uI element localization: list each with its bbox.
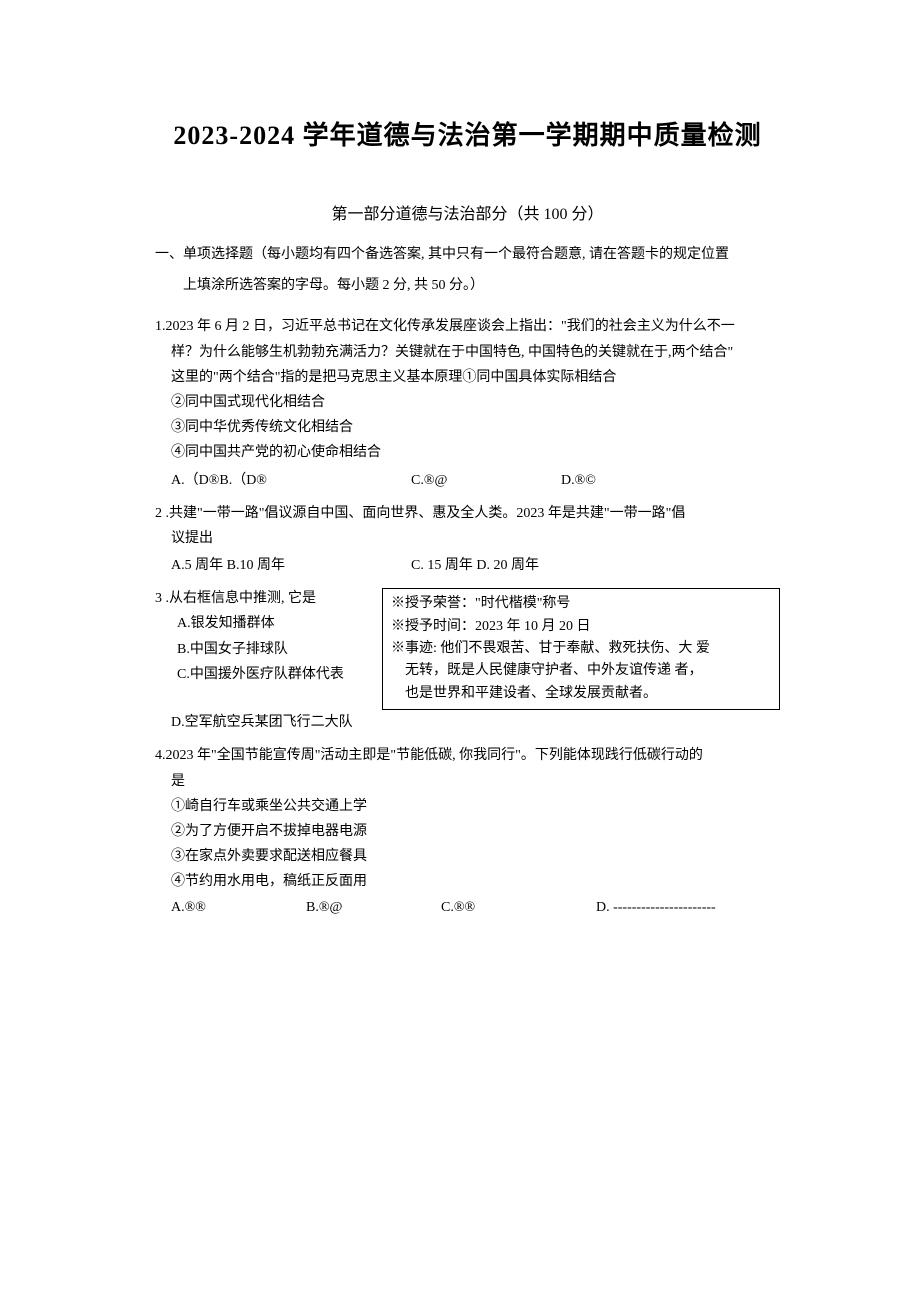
q2-options: A.5 周年 B.10 周年 C. 15 周年 D. 20 周年 xyxy=(155,553,780,578)
q3-box-line5: 也是世界和平建设者、全球发展贡献者。 xyxy=(391,683,771,705)
question-3: 3 .从右框信息中推测, 它是 A.银发知播群体 B.中国女子排球队 C.中国援… xyxy=(155,586,780,735)
q2-stem-line1: 2 .共建"一带一路"倡议源自中国、面向世界、惠及全人类。2023 年是共建"一… xyxy=(155,501,780,526)
q3-option-c: C.中国援外医疗队群体代表 xyxy=(155,662,370,687)
section-header-line1: 一、单项选择题（每小题均有四个备选答案, 其中只有一个最符合题意, 请在答题卡的… xyxy=(155,242,780,267)
q4-item1: ①崎自行车或乘坐公共交通上学 xyxy=(155,794,780,819)
q4-option-a: A.®® xyxy=(171,895,306,920)
q4-item3: ③在家点外卖要求配送相应餐具 xyxy=(155,844,780,869)
q3-left-column: 3 .从右框信息中推测, 它是 A.银发知播群体 B.中国女子排球队 C.中国援… xyxy=(155,586,370,687)
q1-options: A.（D®B.（D® C.®@ D.®© xyxy=(155,468,780,493)
section-header-line2: 上填涂所选答案的字母。每小题 2 分, 共 50 分。） xyxy=(155,273,780,298)
q4-stem-line2: 是 xyxy=(155,769,780,794)
q3-stem: 3 .从右框信息中推测, 它是 xyxy=(155,586,370,611)
q4-options: A.®® B.®@ C.®® D. ---------------------- xyxy=(155,895,780,920)
q4-item2: ②为了方便开启不拔掉电器电源 xyxy=(155,819,780,844)
q3-box-line2: ※授予时间：2023 年 10 月 20 日 xyxy=(391,616,771,638)
q3-box-line3: ※事迹: 他们不畏艰苦、甘于奉献、救死扶伤、大 爱 xyxy=(391,638,771,660)
q4-option-d: D. ---------------------- xyxy=(596,895,716,920)
q1-stem-line2: 样？为什么能够生机勃勃充满活力？关键就在于中国特色, 中国特色的关键就在于,两个… xyxy=(155,340,780,365)
q1-item4: ④同中国共产党的初心使命相结合 xyxy=(155,440,780,465)
q4-item4: ④节约用水用电，稿纸正反面用 xyxy=(155,869,780,894)
q4-option-b: B.®@ xyxy=(306,895,441,920)
q4-option-c: C.®® xyxy=(441,895,596,920)
q1-option-d: D.®© xyxy=(561,468,596,493)
q3-option-d: D.空军航空兵某团飞行二大队 xyxy=(155,710,780,735)
q2-stem-line2: 议提出 xyxy=(155,526,780,551)
q2-option-ab: A.5 周年 B.10 周年 xyxy=(171,553,411,578)
q3-box-line1: ※授予荣誉："时代楷模"称号 xyxy=(391,593,771,615)
q1-option-a: A.（D®B.（D® xyxy=(171,468,411,493)
q1-item2: ②同中国式现代化相结合 xyxy=(155,390,780,415)
question-2: 2 .共建"一带一路"倡议源自中国、面向世界、惠及全人类。2023 年是共建"一… xyxy=(155,501,780,579)
q2-option-cd: C. 15 周年 D. 20 周年 xyxy=(411,553,621,578)
q1-item3: ③同中华优秀传统文化相结合 xyxy=(155,415,780,440)
q1-stem-line1: 1.2023 年 6 月 2 日，习近平总书记在文化传承发展座谈会上指出："我们… xyxy=(155,314,780,339)
page-title: 2023-2024 学年道德与法治第一学期期中质量检测 xyxy=(155,115,780,152)
subtitle: 第一部分道德与法治部分（共 100 分） xyxy=(155,200,780,224)
question-1: 1.2023 年 6 月 2 日，习近平总书记在文化传承发展座谈会上指出："我们… xyxy=(155,314,780,492)
q3-option-a: A.银发知播群体 xyxy=(155,611,370,636)
q4-stem-line1: 4.2023 年"全国节能宣传周"活动主即是"节能低碳, 你我同行"。下列能体现… xyxy=(155,743,780,768)
question-4: 4.2023 年"全国节能宣传周"活动主即是"节能低碳, 你我同行"。下列能体现… xyxy=(155,743,780,919)
q3-info-box: ※授予荣誉："时代楷模"称号 ※授予时间：2023 年 10 月 20 日 ※事… xyxy=(382,588,780,710)
q3-box-line4: 无转，既是人民健康守护者、中外友谊传递 者， xyxy=(391,660,771,682)
q3-option-b: B.中国女子排球队 xyxy=(155,637,370,662)
q1-option-c: C.®@ xyxy=(411,468,561,493)
q1-stem-line3: 这里的"两个结合"指的是把马克思主义基本原理①同中国具体实际相结合 xyxy=(155,365,780,390)
